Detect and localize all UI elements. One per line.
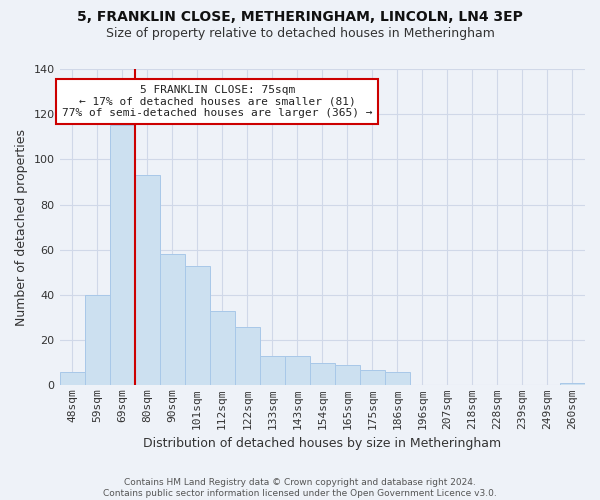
Bar [360, 370, 385, 386]
Bar [59, 372, 85, 386]
Bar [110, 126, 134, 386]
Bar [134, 175, 160, 386]
Bar [335, 365, 360, 386]
X-axis label: Distribution of detached houses by size in Metheringham: Distribution of detached houses by size … [143, 437, 502, 450]
Bar [235, 326, 260, 386]
Bar [285, 356, 310, 386]
Bar [160, 254, 185, 386]
Bar [260, 356, 285, 386]
Bar [310, 363, 335, 386]
Bar [85, 295, 110, 386]
Text: 5 FRANKLIN CLOSE: 75sqm
← 17% of detached houses are smaller (81)
77% of semi-de: 5 FRANKLIN CLOSE: 75sqm ← 17% of detache… [62, 85, 373, 118]
Text: Size of property relative to detached houses in Metheringham: Size of property relative to detached ho… [106, 28, 494, 40]
Bar [185, 266, 209, 386]
Text: Contains HM Land Registry data © Crown copyright and database right 2024.
Contai: Contains HM Land Registry data © Crown c… [103, 478, 497, 498]
Bar [560, 383, 585, 386]
Bar [209, 311, 235, 386]
Text: 5, FRANKLIN CLOSE, METHERINGHAM, LINCOLN, LN4 3EP: 5, FRANKLIN CLOSE, METHERINGHAM, LINCOLN… [77, 10, 523, 24]
Y-axis label: Number of detached properties: Number of detached properties [15, 128, 28, 326]
Bar [385, 372, 410, 386]
